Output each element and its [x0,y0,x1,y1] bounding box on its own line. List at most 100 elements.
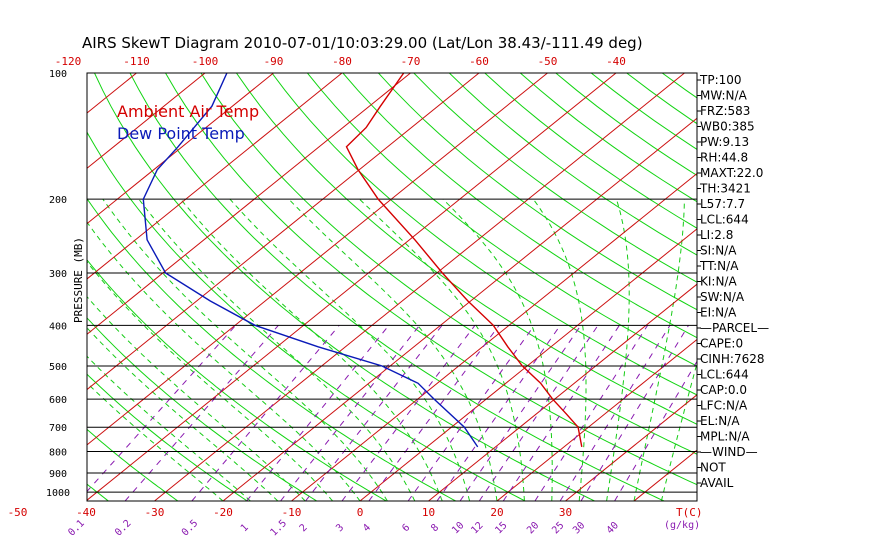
index-label: LCL:644 [700,213,749,227]
mixing-ratio-line [305,325,443,501]
pressure-tick-label: 600 [49,395,67,406]
dry-adiabat [448,73,697,256]
mixing-ratio-label: 3 [334,522,346,534]
mixing-ratio-line [368,325,500,501]
mixing-ratio-line [407,325,535,501]
pressure-tick-label: 900 [49,469,67,480]
moist-adiabat [532,198,587,501]
index-label: RH:44.8 [700,151,748,165]
index-label: EL:N/A [700,414,740,428]
top-temp-tick-label: -70 [401,55,421,68]
index-label: LI:2.8 [700,228,733,242]
top-temp-tick-label: -110 [123,55,150,68]
isotherm [359,228,697,501]
chart-title: AIRS SkewT Diagram 2010-07-01/10:03:29.0… [82,34,643,52]
top-temp-tick-label: -90 [264,55,284,68]
plot-area [87,73,870,501]
index-label: KI:N/A [700,275,737,289]
isotherm [154,73,685,501]
mixing-ratio-label: 8 [429,522,441,534]
top-temp-tick-label: -40 [606,55,626,68]
mixing-ratio-label: 30 [571,520,587,536]
isotherm [87,73,617,501]
mixing-ratio-label: 0.5 [180,518,201,539]
dry-adiabat [94,73,595,501]
moist-adiabat [359,198,525,501]
index-label: MAXT:22.0 [700,166,763,180]
dry-adiabat [804,73,870,501]
mixing-ratio-line [124,325,279,501]
y-axis-label: PRESSURE (MB) [72,237,85,323]
moist-adiabat [87,295,306,501]
top-temp-tick-label: -80 [332,55,352,68]
index-label: MPL:N/A [700,430,750,444]
moist-adiabat [660,361,697,501]
dry-adiabat [87,197,456,501]
index-label: FRZ:583 [700,104,750,118]
bottom-temp-tick-label: -20 [213,506,233,519]
isotherm [87,73,480,391]
bottom-temp-tick-label: 0 [357,506,364,519]
top-temp-tick-label: -100 [192,55,219,68]
isotherm [291,172,697,501]
index-label: TP:100 [699,73,742,87]
index-label: PW:9.13 [700,135,749,149]
pressure-tick-label: 1000 [46,488,70,499]
isotherm [87,73,343,280]
isotherm [222,117,697,501]
index-label: WB0:385 [700,120,755,134]
mixing-ratio-line [534,325,649,501]
mixing-ratio-label: 10 [450,520,466,536]
moist-adiabat [87,382,224,501]
dry-adiabat [378,73,697,311]
bottom-temp-tick-label: -50 [8,506,28,519]
moist-adiabat [180,198,443,501]
mixing-ratio-label: 0.1 [66,518,87,539]
moist-adiabat [87,261,333,501]
bottom-temp-tick-label: -40 [76,506,96,519]
mixing-ratio-label: 1.5 [269,518,290,539]
moist-adiabat [87,355,251,501]
index-label: —PARCEL— [700,321,769,335]
mixing-ratio-label: 0.2 [113,518,134,539]
isotherm [87,73,274,225]
mixing-ratio-line [246,325,390,501]
dry-adiabat [165,73,697,486]
mixing-ratio-line [191,325,340,501]
pressure-tick-label: 200 [49,195,67,206]
mixing-ratio-line [87,325,237,493]
isotherm [428,283,697,501]
index-label: TT:N/A [699,259,739,273]
moist-adiabat [442,198,553,501]
index-label: EI:N/A [700,306,737,320]
mixing-ratio-label: 6 [400,522,412,534]
index-label: MW:N/A [700,89,748,103]
isotherm [771,73,870,501]
top-temp-tick-label: -60 [469,55,489,68]
top-temp-tick-label: -50 [538,55,558,68]
isotherm [633,449,697,501]
index-label: NOT [700,461,726,475]
pressure-tick-label: 800 [49,448,67,459]
dry-adiabat [87,373,248,501]
isotherm [87,73,206,169]
moist-adiabat [606,199,630,501]
mixing-ratio-label: 2 [298,522,310,534]
index-label: CAP:0.0 [700,383,747,397]
mixing-ratio-label: 20 [525,520,541,536]
isotherm [496,338,697,501]
legend-entry: Dew Point Temp [117,124,245,143]
mixing-ratio-line [614,360,697,501]
mixing-ratio-line [459,325,582,501]
dry-adiabat [840,73,870,501]
top-temp-tick-label: -120 [55,55,82,68]
moist-adiabat [288,198,498,501]
pressure-tick-label: 300 [49,269,67,280]
index-label: AVAIL [700,476,734,490]
dry-adiabat [87,428,179,501]
mixing-ratio-line [580,325,689,501]
dry-adiabat [413,73,697,283]
isotherm [87,73,548,446]
moist-adiabat [138,198,416,501]
